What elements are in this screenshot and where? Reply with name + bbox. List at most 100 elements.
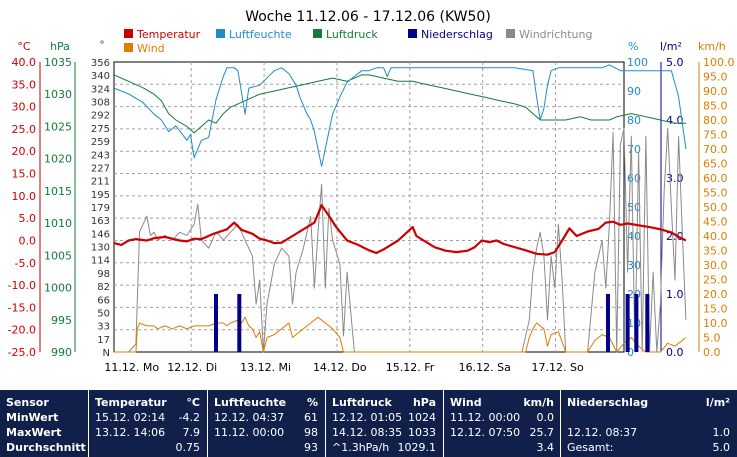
wind-axis-tick: 65.0	[703, 158, 728, 171]
x-axis-label: 16.12. Sa	[459, 361, 511, 374]
direction-axis-tick: 33	[97, 322, 110, 333]
grid	[113, 61, 625, 353]
header-humidity: Luftfeuchte	[214, 396, 287, 409]
rain-axis-unit: l/m²	[660, 40, 682, 53]
direction-axis-tick: 66	[97, 295, 110, 306]
pressure-axis-tick: 1030	[44, 88, 72, 101]
legend-label-1: Luftfeuchte	[229, 28, 292, 41]
direction-axis-unit: °	[100, 40, 105, 51]
wind-axis-tick: 20.0	[703, 288, 728, 301]
direction-axis-tick: 98	[97, 269, 110, 280]
wind-axis-tick: 100.0	[703, 56, 735, 69]
legend-swatch-4	[506, 29, 515, 38]
series-line-luftfeuchte	[113, 64, 687, 167]
direction-axis-tick: 292	[91, 111, 110, 122]
rain-time: Gesamt:	[567, 441, 614, 454]
wind-value: 3.4	[536, 441, 555, 454]
pressure-value: 1029.1	[397, 441, 437, 454]
humidity-axis-tick: 30	[627, 259, 641, 272]
temp-axis-tick: 35.0	[12, 78, 37, 91]
wind-axis-tick: 40.0	[703, 230, 728, 243]
rain-bar	[625, 294, 630, 352]
pressure-value: 1024	[408, 411, 436, 424]
temperature-time: 13.12. 14:06	[95, 426, 166, 439]
pressure-axis-tick: 1025	[44, 120, 72, 133]
humidity-value: 98	[304, 426, 318, 439]
direction-axis-tick: 243	[91, 150, 110, 161]
wind-value: 25.7	[529, 426, 555, 439]
rain-bar	[634, 294, 639, 352]
row-label: MaxWert	[6, 426, 62, 439]
header-temperature-unit: °C	[186, 396, 200, 409]
wind-axis-tick: 35.0	[703, 245, 728, 258]
humidity-value: 61	[304, 411, 318, 424]
rain-value: 1.0	[712, 426, 731, 439]
x-axis-label: 14.12. Do	[313, 361, 367, 374]
header-wind-unit: km/h	[523, 396, 554, 409]
temp-axis-tick: 0.0	[19, 234, 37, 247]
temperature-value: 7.9	[182, 426, 201, 439]
rain-time: 12.12. 08:37	[567, 426, 638, 439]
temperature-time: 15.12. 02:14	[95, 411, 166, 424]
table-separator	[443, 390, 444, 457]
legend-swatch-3	[408, 29, 417, 38]
pressure-axis-tick: 1005	[44, 249, 72, 262]
pressure-axis-tick: 990	[51, 346, 72, 359]
wind-axis-tick: 90.0	[703, 85, 728, 98]
humidity-value: 93	[304, 441, 318, 454]
rain-axis-tick: 1.0	[666, 288, 684, 301]
direction-axis-tick: 114	[91, 256, 110, 267]
x-axis-label: 11.12. Mo	[104, 361, 159, 374]
header-wind: Wind	[450, 396, 482, 409]
humidity-axis-tick: 80	[627, 114, 641, 127]
wind-axis-tick: 70.0	[703, 143, 728, 156]
rain-axis-tick: 5.0	[666, 56, 684, 69]
temp-axis-unit: °C	[17, 40, 31, 53]
rain-axis-tick: 0.0	[666, 346, 684, 359]
temperature-value: 0.75	[175, 441, 201, 454]
header-humidity-unit: %	[306, 396, 318, 409]
direction-axis-tick: 275	[91, 124, 110, 135]
pressure-axis-tick: 1015	[44, 185, 72, 198]
temp-axis-tick: 5.0	[19, 212, 37, 225]
direction-axis-tick: 308	[91, 98, 110, 109]
direction-axis-tick: 50	[97, 308, 110, 319]
pressure-axis-tick: 1010	[44, 217, 72, 230]
direction-axis-tick: 163	[91, 216, 110, 227]
rain-bar	[237, 294, 242, 352]
temp-axis-tick: -25.0	[8, 346, 36, 359]
chart-title: Woche 11.12.06 - 17.12.06 (KW50)	[245, 9, 491, 25]
temperature-value: -4.2	[178, 411, 200, 424]
wind-axis-tick: 30.0	[703, 259, 728, 272]
direction-axis-tick: 130	[91, 243, 110, 254]
direction-axis-tick: 259	[91, 137, 110, 148]
direction-axis-tick: 146	[91, 229, 110, 240]
table-separator	[560, 390, 561, 457]
series-line-luftdruck	[113, 74, 686, 134]
wind-axis-tick: 60.0	[703, 172, 728, 185]
header-rain-unit: l/m²	[705, 396, 730, 409]
wind-time: 12.12. 07:50	[450, 426, 521, 439]
wind-axis-tick: 75.0	[703, 129, 728, 142]
wind-axis-tick: 25.0	[703, 274, 728, 287]
temp-axis-tick: 40.0	[12, 56, 37, 69]
header-pressure: Luftdruck	[332, 396, 392, 409]
direction-axis-tick: 340	[91, 71, 110, 82]
humidity-axis-tick: 90	[627, 85, 641, 98]
pressure-axis-tick: 1020	[44, 153, 72, 166]
table-separator	[325, 390, 326, 457]
wind-axis-tick: 50.0	[703, 201, 728, 214]
legend-swatch-5	[124, 43, 133, 52]
humidity-axis-tick: 100	[627, 56, 648, 69]
pressure-axis-tick: 1000	[44, 282, 72, 295]
direction-axis-tick: 324	[91, 84, 110, 95]
direction-axis-tick: 211	[91, 177, 110, 188]
x-axis-label: 15.12. Fr	[386, 361, 435, 374]
row-label: Durchschnitt	[6, 441, 86, 454]
series-line-temperatur	[113, 204, 687, 256]
temp-axis-tick: -5.0	[15, 257, 36, 270]
legend-label-0: Temperatur	[136, 28, 201, 41]
statistics-table: Sensor Temperatur °C Luftfeuchte% Luftdruck h…	[0, 390, 737, 457]
pressure-time: 14.12. 08:35	[332, 426, 403, 439]
humidity-axis-tick: 0	[627, 346, 634, 359]
